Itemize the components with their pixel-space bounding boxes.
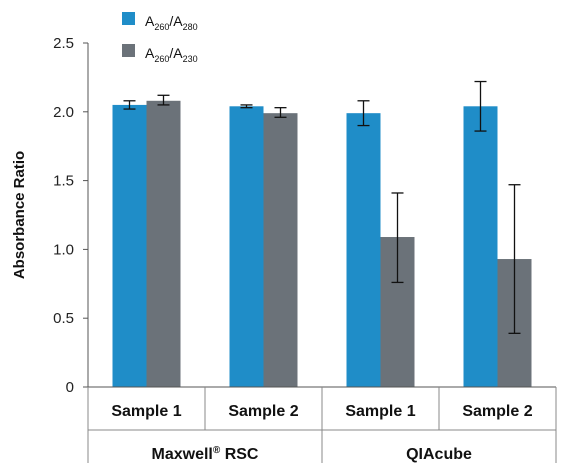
bar bbox=[263, 113, 298, 388]
legend-swatch bbox=[122, 44, 135, 57]
bar bbox=[346, 113, 381, 388]
category-label: Sample 2 bbox=[462, 403, 532, 420]
bar bbox=[229, 106, 264, 388]
category-label: Sample 1 bbox=[345, 403, 415, 420]
legend-swatch bbox=[122, 12, 135, 25]
y-tick-label: 1.0 bbox=[53, 241, 74, 258]
y-tick-label: 2.0 bbox=[53, 104, 74, 121]
category-label: Sample 1 bbox=[111, 403, 181, 420]
category-label: Sample 2 bbox=[228, 403, 298, 420]
legend-label: A260/A280 bbox=[145, 13, 198, 32]
y-tick-label: 0.5 bbox=[53, 310, 74, 327]
bars bbox=[112, 100, 532, 388]
bar bbox=[112, 104, 147, 388]
bar bbox=[146, 100, 181, 388]
y-tick-label: 2.5 bbox=[53, 35, 74, 52]
y-axis: 0 0.5 1.0 1.5 2.0 2.5 bbox=[53, 35, 89, 396]
y-tick-label: 0 bbox=[66, 379, 74, 396]
group-label: Maxwell® RSC bbox=[152, 445, 259, 463]
y-axis-title: Absorbance Ratio bbox=[11, 151, 28, 279]
legend-label: A260/A230 bbox=[145, 45, 198, 64]
error-bars bbox=[123, 80, 521, 334]
bar bbox=[463, 106, 498, 388]
x-axis: Sample 1 Sample 2 Sample 1 Sample 2 Maxwell®… bbox=[87, 386, 557, 463]
legend: A260/A280 A260/A230 bbox=[122, 12, 198, 64]
group-label: QIAcube bbox=[406, 446, 472, 463]
y-tick-label: 1.5 bbox=[53, 173, 74, 190]
